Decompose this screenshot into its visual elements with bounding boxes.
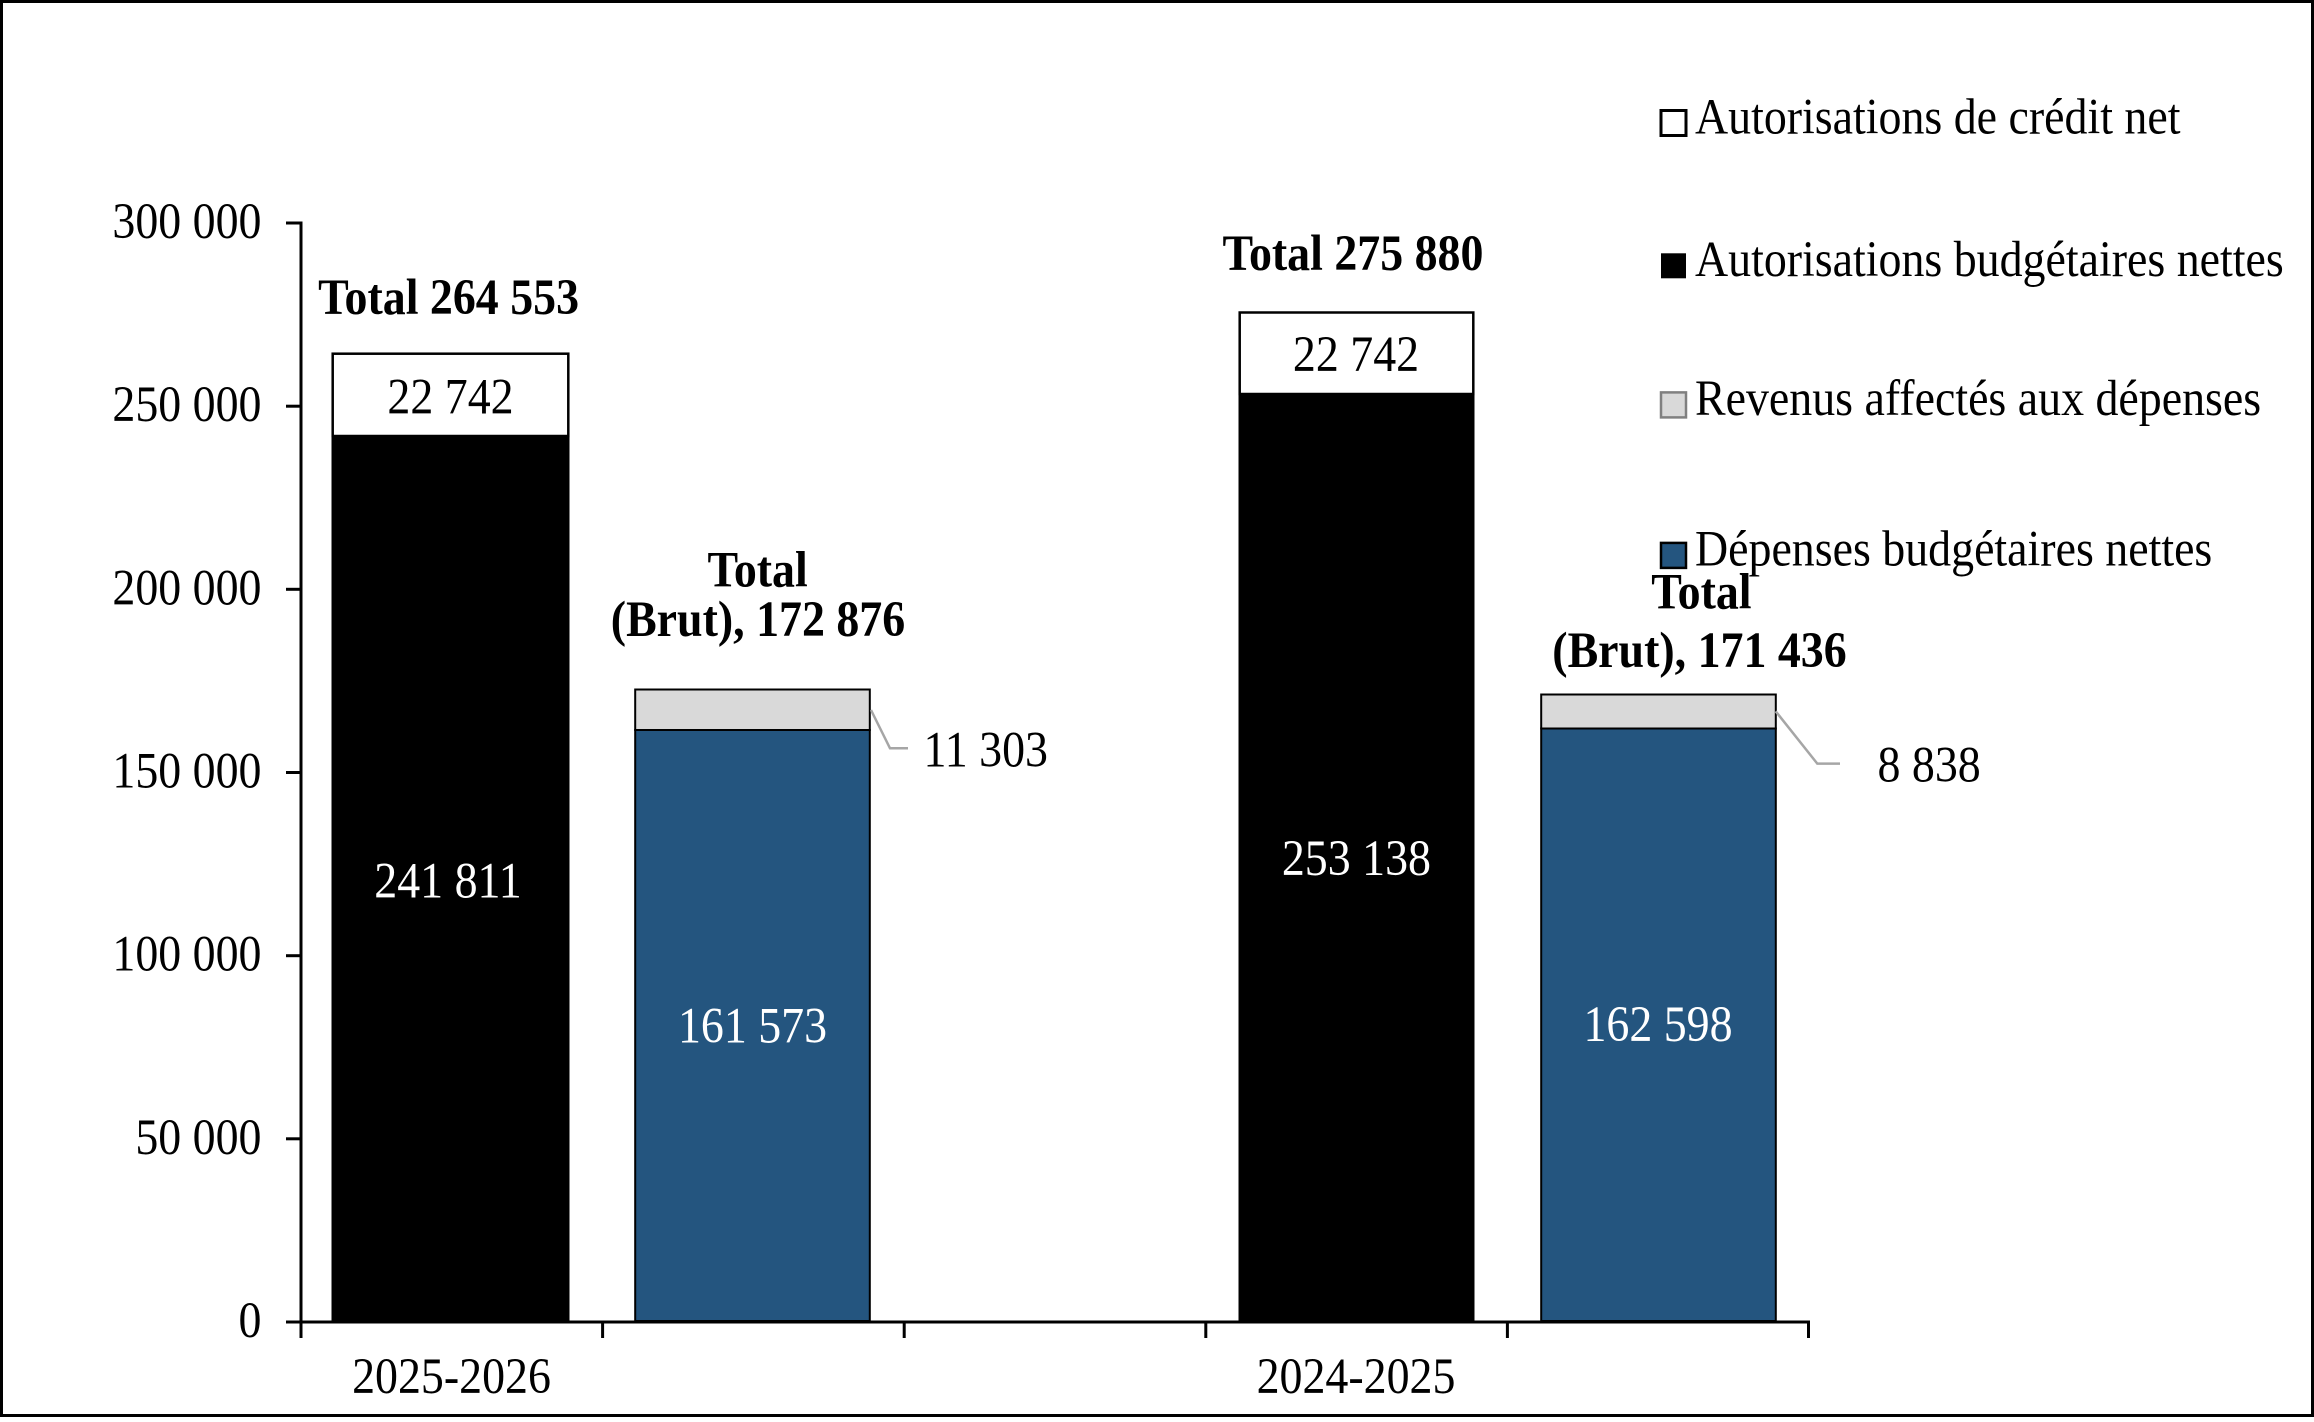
svg-text:Total 275 880: Total 275 880 xyxy=(1223,226,1484,282)
svg-text:2025-2026: 2025-2026 xyxy=(352,1349,551,1405)
svg-text:100 000: 100 000 xyxy=(112,927,261,983)
svg-text:Autorisations de crédit net: Autorisations de crédit net xyxy=(1695,89,2181,145)
svg-text:161 573: 161 573 xyxy=(678,998,827,1054)
svg-text:200 000: 200 000 xyxy=(112,560,261,616)
svg-text:(Brut), 171 436: (Brut), 171 436 xyxy=(1552,623,1846,679)
svg-text:241 811: 241 811 xyxy=(374,853,521,909)
svg-text:250 000: 250 000 xyxy=(112,377,261,433)
svg-text:Total: Total xyxy=(1651,565,1751,621)
svg-text:Autorisations budgétaires nett: Autorisations budgétaires nettes xyxy=(1695,232,2284,288)
svg-text:Revenus affectés aux dépenses: Revenus affectés aux dépenses xyxy=(1695,371,2261,427)
svg-text:11 303: 11 303 xyxy=(924,722,1048,778)
svg-text:(Brut), 172 876: (Brut), 172 876 xyxy=(611,592,905,648)
svg-text:Total 264 553: Total 264 553 xyxy=(318,270,579,326)
svg-text:50 000: 50 000 xyxy=(135,1110,261,1166)
svg-text:150 000: 150 000 xyxy=(112,743,261,799)
svg-text:Dépenses budgétaires nettes: Dépenses budgétaires nettes xyxy=(1695,521,2212,577)
svg-text:162 598: 162 598 xyxy=(1583,997,1732,1053)
svg-text:8 838: 8 838 xyxy=(1878,738,1981,794)
svg-text:300 000: 300 000 xyxy=(112,194,261,250)
svg-text:253 138: 253 138 xyxy=(1282,831,1431,887)
svg-text:0: 0 xyxy=(239,1293,262,1349)
svg-text:Total: Total xyxy=(707,542,807,598)
svg-text:2024-2025: 2024-2025 xyxy=(1257,1349,1456,1405)
svg-text:22 742: 22 742 xyxy=(1293,327,1419,383)
svg-text:22 742: 22 742 xyxy=(387,369,513,425)
